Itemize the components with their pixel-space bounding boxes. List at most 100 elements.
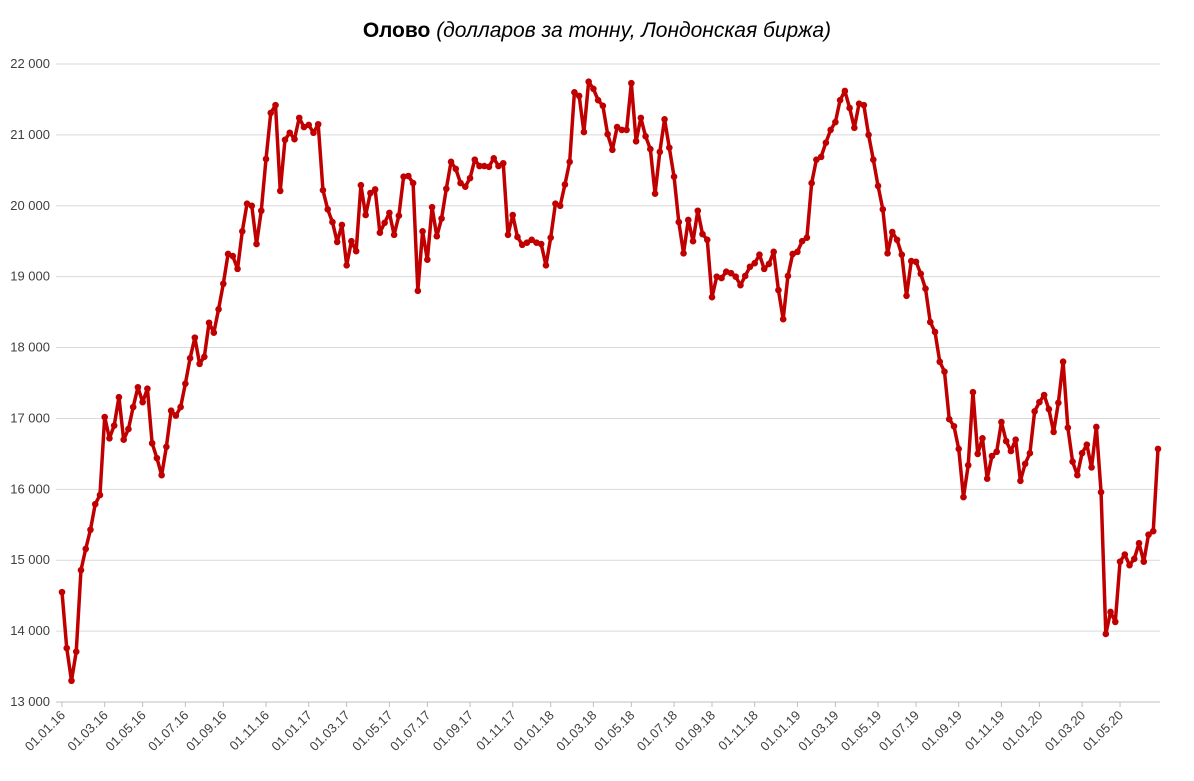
data-point (708, 293, 716, 301)
data-point (163, 443, 170, 451)
data-point (91, 500, 99, 508)
data-point (376, 229, 384, 237)
data-point (177, 403, 184, 411)
data-point (647, 145, 654, 153)
data-point (912, 258, 920, 266)
data-point (514, 233, 521, 241)
x-tick-label: 01.05.20 (1080, 708, 1126, 754)
data-point (836, 96, 844, 104)
data-point (490, 154, 498, 162)
data-point (234, 265, 241, 273)
series-line (60, 79, 1160, 683)
data-point (1064, 424, 1072, 431)
data-point (1126, 561, 1133, 569)
data-point (329, 218, 336, 226)
data-point (499, 159, 507, 167)
data-point (314, 120, 322, 128)
data-point (585, 78, 592, 86)
data-point (651, 190, 659, 198)
data-point (547, 234, 554, 241)
data-point (457, 179, 464, 187)
data-point (870, 156, 877, 163)
data-point (642, 133, 649, 140)
data-point (276, 187, 284, 195)
data-point (257, 207, 265, 215)
data-point (229, 252, 237, 260)
data-point (319, 186, 327, 194)
data-point (405, 172, 412, 180)
data-point (903, 292, 910, 300)
data-point (1130, 555, 1138, 563)
data-point (571, 89, 578, 96)
data-point (618, 126, 626, 134)
data-point (215, 305, 222, 313)
data-point (670, 173, 678, 181)
data-point (1040, 391, 1048, 399)
data-point (1093, 423, 1100, 431)
data-point (590, 85, 597, 93)
data-point (684, 216, 692, 224)
data-point (134, 383, 142, 391)
x-tick-label: 01.01.19 (757, 708, 803, 754)
data-point (1111, 618, 1119, 626)
data-point (125, 425, 132, 433)
data-point (504, 231, 512, 239)
data-point (528, 236, 536, 244)
data-point (756, 251, 763, 258)
data-point (1140, 558, 1148, 565)
data-point (409, 179, 417, 187)
data-point (1036, 398, 1043, 406)
data-point (110, 422, 118, 429)
data-point (1102, 630, 1110, 638)
data-point (1083, 441, 1091, 448)
data-point (865, 131, 872, 139)
data-point (993, 448, 1000, 456)
data-point (775, 286, 782, 294)
data-point (637, 114, 645, 122)
data-point (741, 272, 749, 280)
data-point (898, 251, 906, 258)
data-point (443, 185, 450, 193)
data-point (1154, 445, 1162, 453)
x-tick-label: 01.05.16 (102, 708, 148, 754)
data-point (832, 118, 839, 126)
data-point (580, 128, 588, 136)
data-point (333, 238, 341, 246)
data-point (381, 219, 388, 227)
data-point (813, 156, 820, 163)
data-point (969, 388, 977, 396)
data-point (1050, 428, 1057, 436)
data-point (148, 439, 156, 447)
data-point (172, 412, 180, 419)
data-point (1002, 437, 1010, 445)
data-point (988, 452, 996, 460)
x-tick-label: 01.09.17 (430, 708, 476, 754)
data-point (220, 280, 227, 288)
data-point (732, 273, 740, 280)
data-point (414, 287, 422, 295)
data-point (1074, 471, 1081, 479)
data-point (770, 248, 777, 256)
data-point (115, 393, 123, 401)
data-point (1078, 449, 1086, 457)
data-point (874, 182, 882, 190)
y-tick-label: 21 000 (10, 127, 50, 142)
data-point (661, 115, 668, 123)
data-point (295, 114, 303, 122)
data-point (1012, 436, 1019, 444)
data-point (594, 96, 602, 104)
data-point (87, 526, 94, 534)
y-tick-label: 20 000 (10, 198, 50, 213)
data-point (955, 445, 963, 453)
data-point (139, 398, 146, 406)
data-point (817, 153, 825, 161)
data-point (509, 211, 517, 219)
x-tick-label: 01.03.19 (795, 708, 841, 754)
data-point (348, 237, 355, 245)
data-point (191, 334, 199, 341)
data-point (784, 272, 792, 280)
data-point (495, 162, 502, 170)
data-point (950, 422, 958, 430)
data-point (1088, 464, 1095, 471)
data-point (1026, 449, 1034, 457)
